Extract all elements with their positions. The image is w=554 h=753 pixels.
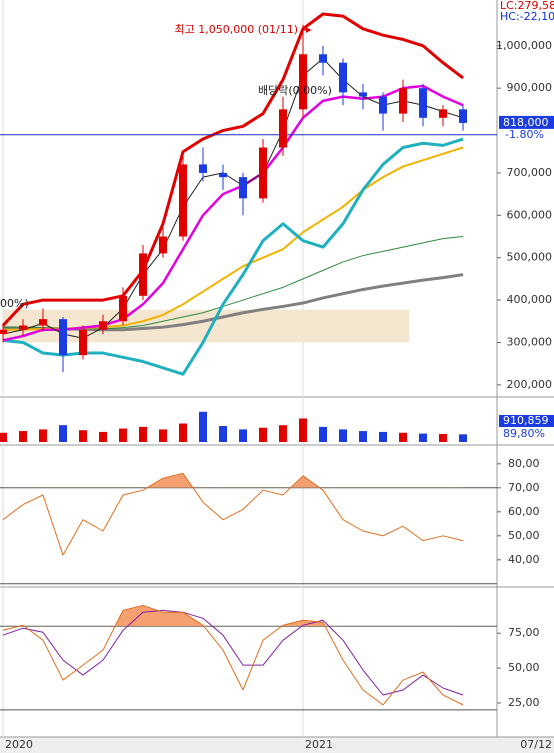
high-annotation: 최고 1,050,000 (01/11) [175,23,299,36]
x-tick-label: 2020 [5,738,33,751]
candle-body [419,88,427,118]
volume-bar [339,429,347,442]
y-tick-label: 50,00 [508,529,540,542]
change-label: -1.80% [505,128,544,141]
volume-bar [279,425,287,442]
dividend-annotation: 배당락(0.00%) [258,84,332,97]
candle-body [19,325,27,330]
volume-bar [239,429,247,442]
y-tick-label: 1,000,000 [496,39,552,52]
annotation-arrowhead [306,27,311,33]
volume-bar [399,432,407,442]
y-tick-label: 75,00 [508,626,540,639]
volume-bar [179,423,187,442]
x-axis-strip [0,737,554,753]
moving-average-line [1,12,464,327]
y-tick-label: 50,00 [508,661,540,674]
candle-body [79,329,87,356]
volume-bar [0,432,7,442]
y-tick-label: 300,000 [507,335,553,348]
volume-bar [139,426,147,442]
rsi-line [2,472,464,556]
candle-body [99,321,107,330]
y-tick-label: 400,000 [507,293,553,306]
candle-body [279,109,287,148]
date-label: 07/12 [520,738,552,751]
y-tick-label: 60,00 [508,505,540,518]
y-tick-label: 600,000 [507,208,553,221]
candle-body [179,164,187,237]
candle-body [59,319,67,356]
candle-body [359,92,367,97]
candle-body [199,164,207,173]
candle-body [119,295,127,322]
top-label: LC:279,58 [500,0,554,12]
volume-last-label: 910,859 [503,414,549,427]
volume-bar [299,418,307,442]
volume-bar [19,431,27,442]
y-tick-label: 70,00 [508,481,540,494]
candle-body [239,177,247,199]
candle-body [439,109,447,118]
volume-bar [379,431,387,442]
volume-bar [459,434,467,442]
volume-bar [199,411,207,442]
top-label: HC:-22,10 [500,10,554,23]
volume-ratio-label: 89,80% [503,427,545,440]
partial-annotation: 00%) [0,297,29,310]
y-tick-label: 700,000 [507,166,553,179]
volume-bar [119,428,127,442]
last-price-box [499,115,554,129]
candle-body [39,319,47,326]
candle-body [379,96,387,114]
volume-bar [259,427,267,442]
moving-average-line [2,273,464,332]
candle-body [259,147,267,199]
stochastic-d-line [2,609,464,696]
volume-bar [79,430,87,442]
volume-bar [219,426,227,442]
candle-body [139,253,147,296]
candle-body [339,62,347,93]
candle-body [159,236,167,254]
y-tick-label: 40,00 [508,553,540,566]
stochastic-k-line [2,604,464,706]
volume-bar [359,431,367,442]
candle-body [0,329,7,334]
y-tick-label: 500,000 [507,251,553,264]
y-tick-label: 900,000 [507,81,553,94]
y-tick-label: 80,00 [508,457,540,470]
volume-bar [39,429,47,442]
candle-body [299,54,307,110]
volume-bar [159,429,167,442]
volume-bar [319,426,327,442]
x-tick-label: 2021 [305,738,333,751]
y-tick-label: 200,000 [507,378,553,391]
last-price-label: 818,000 [503,116,549,129]
volume-bar [99,431,107,442]
volume-bar [59,425,67,442]
volume-bar [439,434,447,442]
volume-box [499,415,554,427]
candle-body [219,172,227,178]
y-tick-label: 25,00 [508,696,540,709]
moving-average-line [2,84,464,342]
candle-body [459,109,467,123]
candle-body [319,54,327,63]
volume-bar [419,433,427,442]
candle-body [399,88,407,114]
